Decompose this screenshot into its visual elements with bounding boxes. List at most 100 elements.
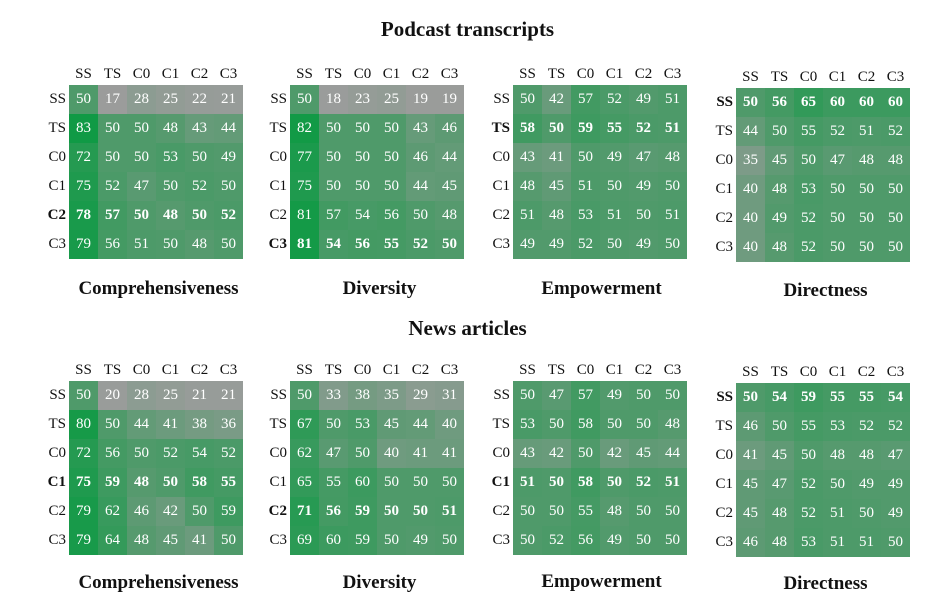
heatmap-cell: 48 — [852, 146, 881, 175]
column-label: C2 — [411, 66, 430, 82]
column-label: C0 — [576, 362, 595, 378]
heatmap-cell: 50 — [435, 230, 464, 259]
row-label: TS — [269, 120, 287, 136]
heatmap-cell: 43 — [185, 114, 214, 143]
heatmap-cell: 50 — [600, 468, 629, 497]
heatmap-cell: 50 — [98, 143, 127, 172]
heatmap-cell: 50 — [185, 201, 214, 230]
heatmap-title: Empowerment — [541, 278, 662, 299]
column-label: SS — [519, 362, 536, 378]
column-label: C2 — [190, 362, 209, 378]
heatmap-cell: 79 — [69, 230, 98, 259]
heatmap-cell: 75 — [290, 172, 319, 201]
heatmap-cell: 49 — [852, 470, 881, 499]
heatmap-cell: 50 — [765, 412, 794, 441]
row-label: TS — [715, 418, 733, 434]
heatmap-cell: 53 — [823, 412, 852, 441]
heatmap-cell: 47 — [319, 439, 348, 468]
heatmap-cell: 50 — [348, 143, 377, 172]
heatmap-cell: 51 — [513, 468, 542, 497]
heatmap-cell: 54 — [185, 439, 214, 468]
heatmap-cell: 21 — [214, 381, 243, 410]
heatmap-cell: 77 — [290, 143, 319, 172]
heatmap-cell: 50 — [69, 381, 98, 410]
heatmap-cell: 50 — [69, 85, 98, 114]
heatmap-news-directness: SS TS C0 C1 C2 C3 SS 50 54 59 55 55 54 TS 46 50 55 53 52 52… — [711, 361, 910, 557]
heatmap-cell: 49 — [542, 230, 571, 259]
heatmap-cell: 42 — [600, 439, 629, 468]
row-label: C0 — [269, 149, 287, 165]
heatmap-cell: 45 — [377, 410, 406, 439]
heatmap-cell: 60 — [881, 88, 910, 117]
heatmap-cell: 25 — [377, 85, 406, 114]
heatmap-cell: 59 — [98, 468, 127, 497]
heatmap-cell: 42 — [542, 439, 571, 468]
heatmap-cell: 36 — [214, 410, 243, 439]
heatmap-cell: 71 — [290, 497, 319, 526]
heatmap-cell: 52 — [406, 230, 435, 259]
heatmap-cell: 50 — [658, 172, 687, 201]
heatmap-cell: 48 — [185, 230, 214, 259]
heatmap-cell: 52 — [214, 439, 243, 468]
heatmap-cell: 50 — [435, 526, 464, 555]
heatmap-cell: 49 — [214, 143, 243, 172]
heatmap-cell: 23 — [348, 85, 377, 114]
heatmap-cell: 56 — [98, 439, 127, 468]
heatmap-cell: 44 — [214, 114, 243, 143]
row-label: C2 — [48, 503, 66, 519]
heatmap-cell: 49 — [513, 230, 542, 259]
row-label: TS — [491, 120, 510, 136]
heatmap-cell: 55 — [377, 230, 406, 259]
heatmap-cell: 53 — [156, 143, 185, 172]
heatmap-cell: 54 — [319, 230, 348, 259]
heatmap-cell: 50 — [542, 114, 571, 143]
heatmap-cell: 52 — [881, 117, 910, 146]
row-label: TS — [269, 416, 287, 432]
heatmap-cell: 22 — [185, 85, 214, 114]
heatmap-cell: 72 — [69, 143, 98, 172]
row-label: SS — [716, 389, 733, 405]
column-label: TS — [547, 66, 566, 82]
column-label: C3 — [440, 66, 459, 82]
heatmap-cell: 47 — [542, 381, 571, 410]
heatmap-cell: 57 — [571, 85, 600, 114]
heatmap-cell: 49 — [600, 381, 629, 410]
heatmap-cell: 75 — [69, 172, 98, 201]
heatmap-cell: 50 — [571, 143, 600, 172]
heatmap-cell: 41 — [185, 526, 214, 555]
heatmap-cell: 50 — [377, 114, 406, 143]
heatmap-cell: 50 — [736, 88, 765, 117]
column-label: SS — [519, 66, 536, 82]
heatmap-news-comprehensiveness: SS TS C0 C1 C2 C3 SS 50 20 28 25 21 21 TS 80 50 44 41 38 36… — [44, 359, 243, 555]
heatmap-cell: 50 — [348, 114, 377, 143]
heatmap-cell: 52 — [571, 230, 600, 259]
heatmap-cell: 48 — [658, 143, 687, 172]
heatmap-cell: 20 — [98, 381, 127, 410]
row-label: C3 — [269, 532, 287, 548]
heatmap-cell: 78 — [69, 201, 98, 230]
heatmap-cell: 46 — [406, 143, 435, 172]
row-label: C2 — [47, 207, 66, 223]
heatmap-cell: 56 — [765, 88, 794, 117]
heatmap-cell: 44 — [658, 439, 687, 468]
row-label: C2 — [492, 207, 510, 223]
heatmap-cell: 50 — [377, 497, 406, 526]
heatmap-cell: 82 — [290, 114, 319, 143]
heatmap-cell: 81 — [290, 230, 319, 259]
heatmap-cell: 48 — [765, 528, 794, 557]
heatmap-cell: 50 — [348, 172, 377, 201]
row-label: C2 — [268, 503, 287, 519]
column-label: TS — [324, 66, 343, 82]
column-label: C1 — [605, 66, 624, 82]
heatmap-cell: 50 — [600, 172, 629, 201]
row-label: SS — [49, 387, 66, 403]
heatmap-cell: 25 — [156, 85, 185, 114]
column-label: TS — [324, 362, 343, 378]
heatmap-cell: 41 — [406, 439, 435, 468]
heatmap-cell: 51 — [823, 528, 852, 557]
row-label: C1 — [715, 181, 733, 197]
heatmap-cell: 56 — [377, 201, 406, 230]
heatmap-cell: 48 — [156, 114, 185, 143]
heatmap-cell: 50 — [823, 204, 852, 233]
heatmap-cell: 50 — [658, 497, 687, 526]
